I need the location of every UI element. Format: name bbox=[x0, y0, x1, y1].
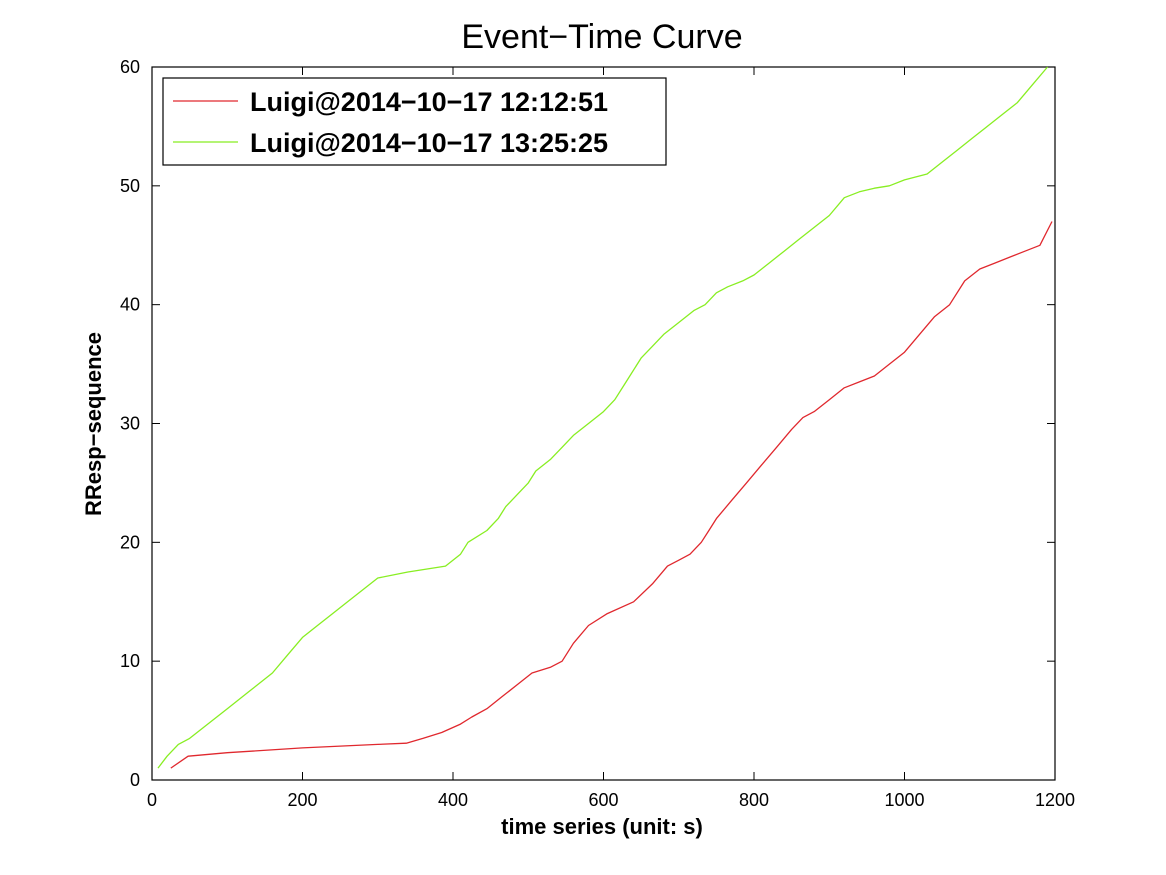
axis-ticks: 0 200 400 600 800 1000 1200 0 10 20 30 40 50 60 bbox=[120, 57, 1075, 810]
legend-box bbox=[162, 77, 667, 166]
legend: Luigi@2014−10−17 12:12:51 Luigi@2014−10−… bbox=[162, 77, 667, 166]
x-tick-label: 400 bbox=[438, 790, 468, 810]
y-tick-label: 20 bbox=[120, 532, 140, 552]
y-axis-label: RResp−sequence bbox=[81, 332, 106, 516]
plot-area bbox=[151, 66, 1056, 781]
y-tick-label: 30 bbox=[120, 414, 140, 434]
series-layer bbox=[157, 66, 1053, 769]
x-tick-label: 800 bbox=[739, 790, 769, 810]
chart-title: Event−Time Curve bbox=[461, 18, 742, 56]
y-tick-label: 50 bbox=[120, 176, 140, 196]
x-tick-label: 0 bbox=[147, 790, 157, 810]
y-tick-label: 0 bbox=[130, 770, 140, 790]
y-tick-label: 60 bbox=[120, 57, 140, 77]
legend-label-series-2: Luigi@2014−10−17 13:25:25 bbox=[250, 128, 608, 158]
legend-label-series-1: Luigi@2014−10−17 12:12:51 bbox=[250, 87, 608, 117]
series-line-1 bbox=[170, 221, 1053, 769]
x-tick-label: 1000 bbox=[884, 790, 924, 810]
x-axis-label: time series (unit: s) bbox=[501, 814, 703, 839]
y-tick-label: 40 bbox=[120, 295, 140, 315]
series-line-2 bbox=[157, 66, 1048, 769]
x-tick-label: 1200 bbox=[1035, 790, 1075, 810]
y-tick-label: 10 bbox=[120, 651, 140, 671]
x-tick-label: 600 bbox=[588, 790, 618, 810]
x-tick-label: 200 bbox=[287, 790, 317, 810]
